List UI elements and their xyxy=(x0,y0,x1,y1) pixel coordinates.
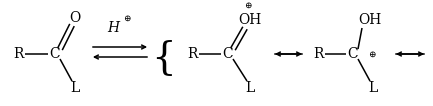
Text: {: { xyxy=(151,40,175,77)
Text: ⊕: ⊕ xyxy=(368,50,375,59)
Text: L: L xyxy=(368,81,378,95)
Text: C: C xyxy=(50,47,60,61)
Text: R: R xyxy=(187,47,197,61)
Text: ⊕: ⊕ xyxy=(123,13,131,22)
Text: R: R xyxy=(313,47,323,61)
Text: L: L xyxy=(246,81,255,95)
Text: R: R xyxy=(13,47,23,61)
Text: O: O xyxy=(69,11,81,25)
Text: ⊕: ⊕ xyxy=(244,1,252,10)
Text: OH: OH xyxy=(359,13,381,27)
Text: L: L xyxy=(71,81,80,95)
Text: OH: OH xyxy=(239,13,262,27)
Text: C: C xyxy=(223,47,233,61)
Text: C: C xyxy=(348,47,359,61)
Text: H: H xyxy=(107,21,119,35)
